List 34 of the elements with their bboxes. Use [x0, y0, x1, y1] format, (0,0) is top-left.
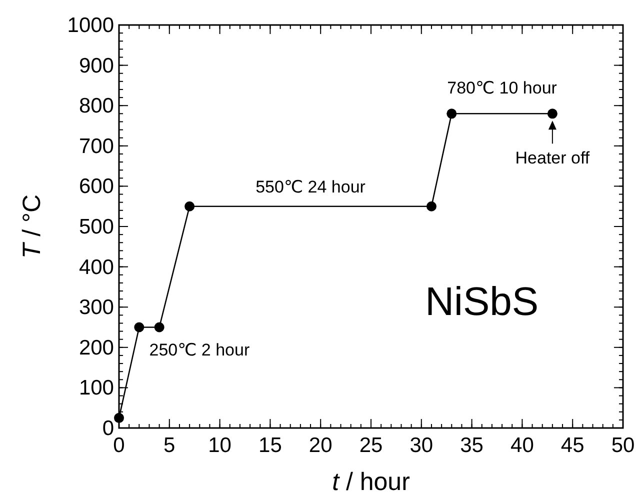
y-tick-label: 100	[78, 376, 114, 400]
x-tick-label: 5	[164, 434, 176, 457]
x-tick-label: 35	[460, 434, 484, 457]
point	[547, 108, 558, 119]
y-tick-label: 1000	[67, 14, 114, 37]
annotation: Heater off	[515, 148, 590, 168]
point	[184, 201, 195, 212]
x-tick-label: 40	[510, 434, 534, 457]
point	[426, 201, 436, 212]
annotation: 550℃ 24 hour	[256, 177, 366, 196]
y-axis-title: T / °C	[18, 194, 46, 259]
y-tick-label: 300	[78, 296, 114, 320]
y-tick-label: 600	[78, 175, 114, 198]
annotation: 250℃ 2 hour	[149, 340, 250, 360]
y-tick-label: 500	[78, 216, 114, 238]
x-axis-title: t / hour	[332, 468, 410, 496]
x-tick-label: 45	[560, 434, 584, 457]
point	[134, 322, 144, 332]
point	[446, 108, 457, 119]
y-tick-label: 800	[78, 94, 114, 118]
y-tick-label: 0	[102, 417, 114, 440]
point	[154, 322, 164, 332]
y-tick-label: 900	[78, 54, 114, 78]
y-tick-label: 200	[78, 336, 114, 360]
x-tick-label: 10	[208, 434, 232, 457]
annotation: NiSbS	[425, 280, 539, 324]
x-tick-label: 30	[410, 434, 434, 457]
x-tick-label: 25	[359, 434, 383, 457]
annotation: 780℃ 10 hour	[447, 78, 558, 98]
y-tick-label: 700	[78, 134, 114, 158]
x-tick-label: 20	[308, 434, 332, 457]
x-tick-label: 50	[611, 434, 635, 457]
x-tick-label: 15	[258, 434, 282, 457]
y-tick-label: 400	[78, 256, 114, 279]
